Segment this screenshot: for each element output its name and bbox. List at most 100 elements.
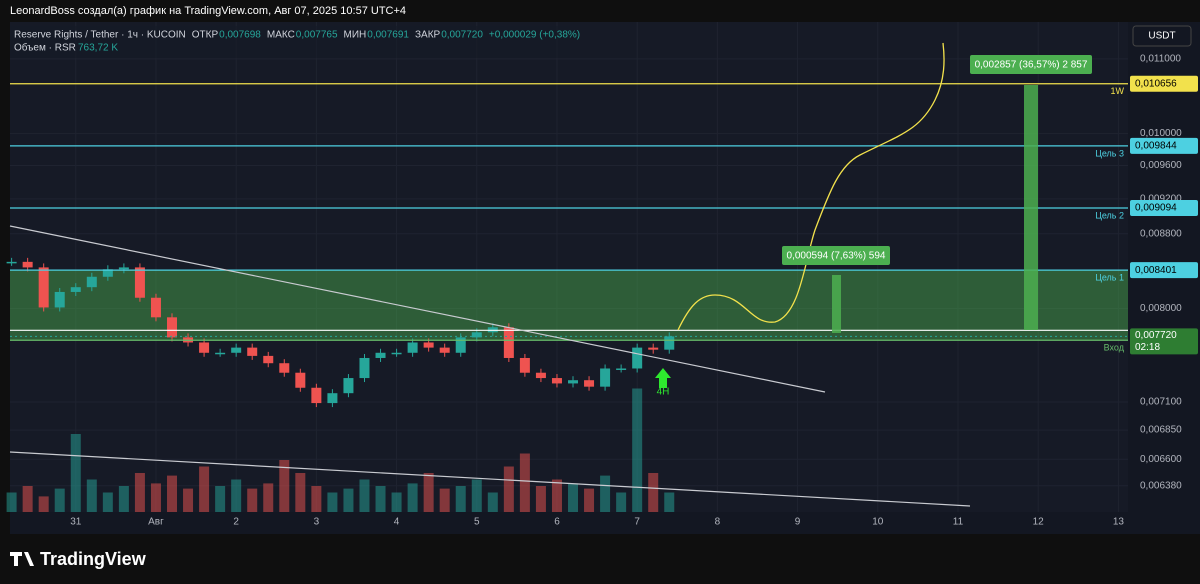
- trendline: [9, 225, 826, 393]
- x-tick-label: 3: [314, 517, 320, 528]
- countdown: 02:18: [1135, 342, 1160, 353]
- candle-body: [632, 347, 643, 369]
- candle-body: [54, 291, 65, 308]
- brand: TradingView: [40, 549, 147, 569]
- volume-trendline: [9, 451, 971, 507]
- volume-bar: [38, 496, 49, 512]
- volume-bar: [327, 492, 338, 512]
- volume-bar: [439, 488, 450, 512]
- candle-body: [263, 355, 274, 364]
- y-tick-label: 0,009600: [1140, 160, 1182, 171]
- candle-body: [664, 336, 675, 350]
- measure-label: 0,000594 (7,63%) 594: [787, 251, 886, 262]
- candle-body: [616, 368, 627, 370]
- plot-area: [10, 22, 1128, 512]
- candle-body: [22, 261, 33, 268]
- y-tick-label: 0,006850: [1140, 425, 1182, 436]
- candle-body: [327, 393, 338, 404]
- volume-bar: [134, 473, 145, 512]
- level-tag: Вход: [1104, 343, 1125, 353]
- volume-bar: [6, 492, 17, 512]
- candle-body: [471, 332, 482, 338]
- currency: USDT: [1148, 31, 1175, 42]
- measure-box: [970, 55, 1092, 74]
- candle-body: [134, 267, 145, 298]
- x-tick-label: 2: [233, 517, 239, 528]
- x-tick-label: 5: [474, 517, 480, 528]
- candle-body: [167, 317, 178, 338]
- price-badge-label: 0,010656: [1135, 78, 1177, 89]
- volume-bar: [359, 479, 370, 512]
- candle-body: [568, 380, 579, 384]
- volume-value: 763,72 K: [78, 43, 118, 54]
- candle-body: [407, 342, 418, 353]
- ohlc-value: 0,007765: [296, 30, 338, 41]
- candle-body: [648, 347, 659, 350]
- volume-bar: [375, 486, 386, 512]
- candle-body: [375, 352, 386, 358]
- volume-bar: [54, 488, 65, 512]
- price-badge: [1130, 328, 1198, 355]
- brand-logo: [10, 552, 34, 566]
- price-badge: [1130, 199, 1198, 216]
- y-tick-label: 0,006380: [1140, 480, 1182, 491]
- volume-label: Объем · RSR: [14, 42, 76, 54]
- volume-bar: [263, 483, 274, 512]
- candle-body: [584, 380, 595, 387]
- y-tick-label: 0,007100: [1140, 397, 1182, 408]
- candle-body: [535, 372, 546, 379]
- volume-bar: [215, 486, 226, 512]
- volume-bar: [86, 479, 97, 512]
- candle-body: [551, 378, 562, 384]
- volume-bar: [535, 486, 546, 512]
- volume-bar: [311, 486, 322, 512]
- volume-bar: [423, 473, 434, 512]
- price-badge: [1130, 75, 1198, 92]
- candle-body: [6, 261, 17, 264]
- measure-label: 0,002857 (36,57%) 2 857: [975, 60, 1088, 71]
- candle-body: [86, 276, 97, 288]
- price-badge-label: 0,008401: [1135, 265, 1177, 276]
- symbol: Reserve Rights / Tether · 1ч · KUCOIN: [14, 30, 186, 41]
- y-tick-label: 0,010000: [1140, 128, 1182, 139]
- volume-bar: [102, 492, 113, 512]
- x-tick-label: 31: [70, 517, 82, 528]
- volume-bar: [343, 488, 354, 512]
- x-tick-label: 13: [1113, 517, 1125, 528]
- level-tag: Цель 2: [1095, 210, 1124, 220]
- annotation: 4H: [657, 387, 670, 398]
- volume-bar: [632, 388, 643, 512]
- volume-bar: [600, 475, 611, 512]
- measure-bar: [832, 275, 841, 333]
- volume-bar: [407, 483, 418, 512]
- volume-bar: [247, 488, 258, 512]
- volume-bar: [487, 492, 498, 512]
- change: +0,000029 (+0,38%): [489, 30, 580, 41]
- volume-bar: [455, 486, 466, 512]
- signal-arrow: [655, 368, 671, 388]
- candle-body: [70, 287, 81, 292]
- candle-body: [455, 337, 466, 353]
- x-tick-label: 12: [1033, 517, 1045, 528]
- volume-bar: [183, 488, 194, 512]
- measure-bar: [1024, 85, 1038, 330]
- time-axis: [10, 512, 1128, 534]
- volume-bar: [471, 479, 482, 512]
- volume-bar: [503, 466, 514, 512]
- y-tick-label: 0,008800: [1140, 228, 1182, 239]
- candle-body: [423, 342, 434, 348]
- volume-bar: [70, 434, 81, 512]
- legend-bg: [10, 26, 570, 58]
- ohlc-key: ОТКР: [192, 30, 219, 41]
- x-tick-label: 10: [872, 517, 884, 528]
- volume-bar: [199, 466, 210, 512]
- candle-body: [215, 352, 226, 355]
- y-tick-label: 0,011000: [1140, 54, 1181, 65]
- price-badge: [1130, 137, 1198, 154]
- ohlc-value: 0,007691: [367, 30, 409, 41]
- currency-box: [1132, 25, 1192, 47]
- volume-bar: [519, 453, 530, 512]
- candle-body: [247, 347, 258, 356]
- volume-bar: [616, 492, 627, 512]
- x-tick-label: 7: [634, 517, 640, 528]
